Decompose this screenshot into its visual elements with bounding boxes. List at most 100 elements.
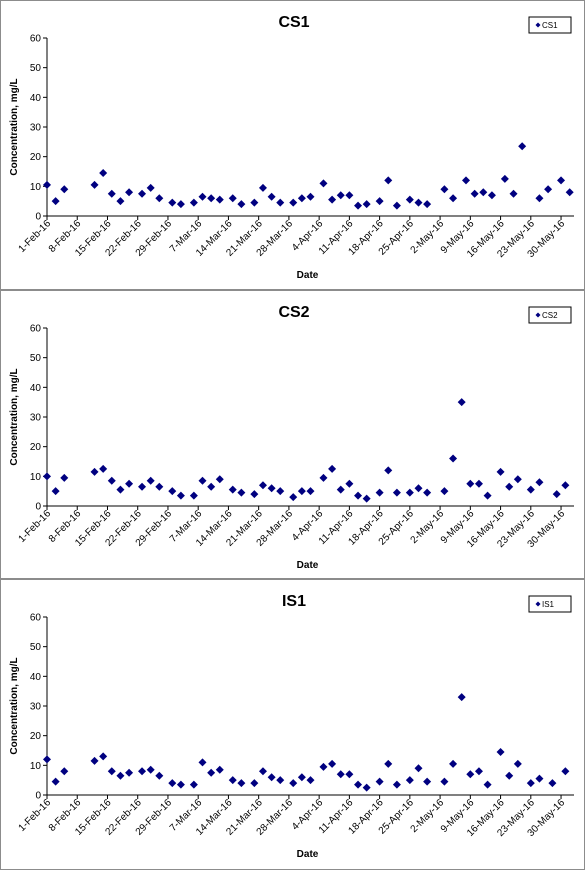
data-point (479, 188, 488, 197)
chart-panel-cs2: CS2 0 10 20 30 40 50 60 1-Feb-16 8-Feb-16 15-Feb-1… (0, 290, 585, 579)
data-point (237, 200, 246, 209)
data-point (466, 479, 475, 488)
data-point (267, 192, 276, 201)
data-point (462, 176, 471, 185)
data-point (513, 759, 522, 768)
data-point (505, 482, 514, 491)
data-point (51, 777, 60, 786)
data-point (328, 464, 337, 473)
data-point (228, 485, 237, 494)
y-axis-title: Concentration, mg/L (9, 368, 20, 465)
data-point (548, 779, 557, 788)
y-tick-label: 50 (30, 353, 42, 364)
data-point (392, 780, 401, 789)
data-point (345, 191, 354, 200)
y-tick-label: 50 (30, 642, 42, 653)
chart-svg-is1: IS101020304050601-Feb-168-Feb-1615-Feb-1… (9, 593, 574, 860)
data-point (345, 770, 354, 779)
y-tick-label: 40 (30, 383, 42, 394)
y-tick-label: 50 (30, 63, 42, 74)
y-tick-label: 10 (30, 472, 42, 483)
data-point (487, 191, 496, 200)
data-point (414, 484, 423, 493)
data-point (51, 487, 60, 496)
data-point (423, 200, 432, 209)
data-point (258, 481, 267, 490)
data-point (392, 488, 401, 497)
data-point (99, 752, 108, 761)
data-point (405, 776, 414, 785)
data-point (423, 777, 432, 786)
y-axis-title: Concentration, mg/L (9, 78, 20, 175)
data-point (319, 179, 328, 188)
chart-title: CS1 (278, 14, 309, 31)
data-point (176, 780, 185, 789)
data-point (483, 780, 492, 789)
y-tick-label: 40 (30, 93, 42, 104)
data-point (306, 776, 315, 785)
y-tick-label: 0 (35, 212, 41, 223)
data-point (189, 780, 198, 789)
data-point (107, 476, 116, 485)
data-point (198, 476, 207, 485)
data-point (297, 773, 306, 782)
data-point (276, 487, 285, 496)
data-point (449, 454, 458, 463)
data-point (215, 765, 224, 774)
chart-svg-cs2: CS201020304050601-Feb-168-Feb-1615-Feb-1… (9, 304, 574, 571)
data-point (336, 770, 345, 779)
legend-label: IS1 (542, 600, 555, 609)
data-point (384, 759, 393, 768)
data-point (449, 194, 458, 203)
data-point (146, 476, 155, 485)
data-point (138, 482, 147, 491)
y-tick-label: 0 (35, 502, 41, 513)
data-point (51, 197, 60, 206)
chart-svg-cs1: CS101020304050601-Feb-168-Feb-1615-Feb-1… (9, 14, 574, 281)
data-point (146, 183, 155, 192)
data-point (535, 774, 544, 783)
data-point (215, 475, 224, 484)
y-tick-label: 60 (30, 613, 42, 624)
data-point (297, 487, 306, 496)
data-point (99, 464, 108, 473)
data-point (375, 777, 384, 786)
legend-marker (535, 601, 541, 607)
data-point (107, 189, 116, 198)
data-point (138, 767, 147, 776)
data-point (258, 767, 267, 776)
data-point (362, 783, 371, 792)
data-point (168, 779, 177, 788)
data-point (457, 693, 466, 702)
data-point (189, 198, 198, 207)
data-point (565, 188, 574, 197)
data-point (375, 488, 384, 497)
data-point (116, 771, 125, 780)
data-point (250, 490, 259, 499)
data-point (90, 756, 99, 765)
data-point (116, 485, 125, 494)
data-point (414, 198, 423, 207)
data-point (107, 767, 116, 776)
y-tick-label: 30 (30, 702, 42, 713)
data-point (557, 176, 566, 185)
data-point (155, 194, 164, 203)
data-point (384, 176, 393, 185)
data-point (392, 201, 401, 210)
data-point (138, 189, 147, 198)
data-point (496, 467, 505, 476)
data-point (99, 168, 108, 177)
data-point (384, 466, 393, 475)
data-point (483, 491, 492, 500)
x-axis-title: Date (297, 849, 319, 860)
data-point (176, 200, 185, 209)
chart-panel-is1: IS1 0 10 20 30 40 50 60 1-Feb-16 8-Feb-16 15-Feb-1… (0, 579, 585, 870)
data-point (526, 779, 535, 788)
data-point (509, 189, 518, 198)
data-point (513, 475, 522, 484)
data-point (354, 491, 363, 500)
data-point (423, 488, 432, 497)
data-point (518, 142, 527, 151)
data-point (176, 491, 185, 500)
data-point (125, 768, 134, 777)
